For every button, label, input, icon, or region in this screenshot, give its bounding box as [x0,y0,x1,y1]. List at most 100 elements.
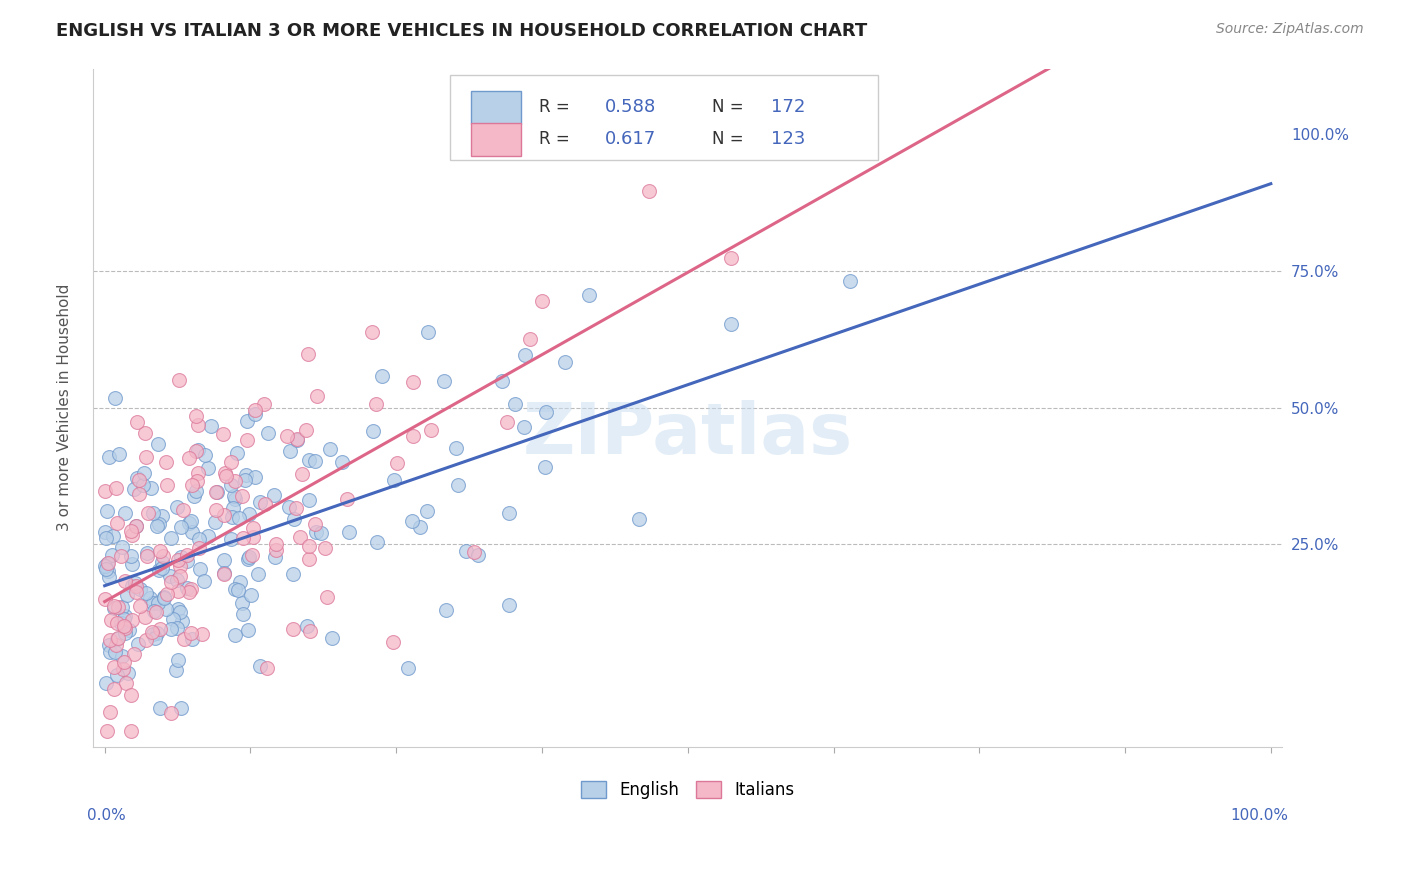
Point [148,563,170,577]
Point [104,645,127,659]
Point [169,605,191,619]
Point [114,609,136,624]
Point [149,543,172,558]
Point [146,519,169,533]
Point [224,582,246,596]
Point [204,516,226,530]
Point [107,615,129,630]
Point [127,471,149,485]
Point [146,437,169,451]
Point [530,293,553,308]
Point [176,581,198,595]
Point [152,549,174,564]
Point [361,424,384,438]
Point [152,591,174,606]
Point [98,705,121,719]
Point [121,528,143,542]
Point [124,482,146,496]
Point [135,450,157,464]
Point [229,574,252,589]
Point [112,612,135,626]
Point [180,524,202,539]
Point [187,541,209,555]
Point [193,574,215,588]
Point [110,616,132,631]
Point [179,585,201,599]
Point [249,658,271,673]
Text: 0.617: 0.617 [605,130,655,148]
Point [536,405,558,419]
Point [298,539,321,553]
Point [314,541,336,555]
Point [253,497,276,511]
Point [97,570,120,584]
Point [135,632,157,647]
Point [283,566,305,581]
Point [117,588,139,602]
Point [141,626,163,640]
Point [253,397,276,411]
Point [169,558,191,573]
Text: 172: 172 [770,97,806,116]
Point [298,552,321,566]
Point [513,348,536,362]
Point [242,521,264,535]
Point [309,525,332,540]
Point [720,317,742,331]
Point [235,414,257,428]
Point [204,503,226,517]
Point [467,548,489,562]
Point [554,355,576,369]
Point [103,600,125,615]
Point [519,332,541,346]
Point [381,635,404,649]
Point [134,610,156,624]
Point [224,628,246,642]
Point [187,442,209,457]
Point [498,598,520,612]
Point [578,287,600,301]
Point [107,447,129,461]
Point [104,391,127,405]
Point [839,274,862,288]
Point [226,582,249,597]
Point [638,184,661,198]
Point [257,426,280,441]
Point [402,376,425,390]
Point [132,478,155,492]
Point [236,433,259,447]
Point [184,409,207,423]
Point [444,441,467,455]
Point [173,632,195,647]
Point [101,529,124,543]
Point [166,573,188,587]
Point [181,632,204,647]
Point [100,614,122,628]
Point [166,621,188,635]
Point [121,579,143,593]
Point [107,600,129,615]
Point [239,588,262,602]
Point [112,619,135,633]
Point [291,467,314,481]
Point [146,596,169,610]
Point [224,475,246,489]
Point [169,701,191,715]
FancyBboxPatch shape [471,91,522,124]
Point [141,481,163,495]
Point [120,549,142,563]
Point [304,453,326,467]
Point [96,724,118,739]
Text: Source: ZipAtlas.com: Source: ZipAtlas.com [1216,22,1364,37]
Point [304,525,326,540]
Point [263,549,285,564]
Point [145,626,167,640]
Point [534,459,557,474]
FancyBboxPatch shape [471,123,522,156]
Point [127,415,149,429]
Point [295,618,318,632]
Point [512,420,534,434]
Point [283,512,305,526]
Point [416,325,439,339]
FancyBboxPatch shape [450,75,879,160]
